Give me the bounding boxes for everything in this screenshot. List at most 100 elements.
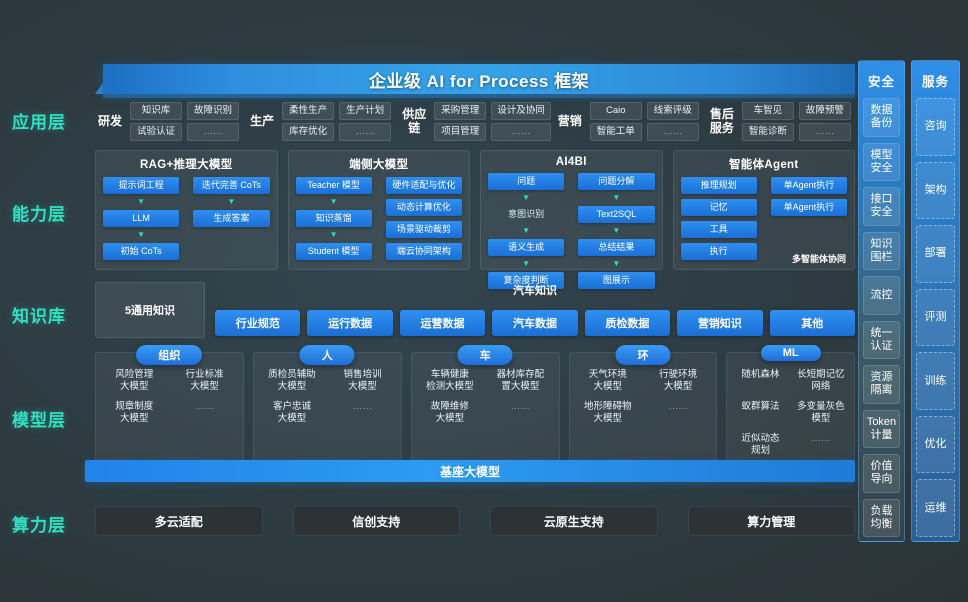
capability-node[interactable]: Text2SQL <box>578 206 655 223</box>
application-chip[interactable]: 柔性生产 <box>282 101 335 120</box>
capability-node[interactable]: 总结结果 <box>578 239 655 256</box>
model-item[interactable]: …… <box>668 401 688 412</box>
capability-node[interactable]: 初始 CoTs <box>103 243 180 260</box>
knowledge-tag[interactable]: 行业规范 <box>215 310 301 336</box>
security-item[interactable]: 负载均衡 <box>863 498 900 537</box>
application-chip[interactable]: 智能诊断 <box>741 122 794 141</box>
capability-node[interactable]: 硬件适配与优化 <box>385 177 462 194</box>
model-item[interactable]: 故障维修 大模型 <box>430 401 469 424</box>
model-box-pill[interactable]: 车 <box>457 345 513 365</box>
model-box-pill[interactable]: 组织 <box>136 345 203 365</box>
model-item[interactable]: 质检员辅助 大模型 <box>268 369 316 392</box>
application-chip[interactable]: 设计及协同 <box>491 101 551 120</box>
security-item[interactable]: 数据备份 <box>863 98 900 137</box>
service-item[interactable]: 架构 <box>916 161 955 220</box>
capability-node[interactable]: 工具 <box>680 221 757 238</box>
application-chip[interactable]: 库存优化 <box>282 122 335 141</box>
application-chip[interactable]: 试验认证 <box>130 122 182 141</box>
model-item[interactable]: 天气环境 大模型 <box>588 369 627 392</box>
model-item[interactable]: 车辆健康 检测大模型 <box>426 369 474 392</box>
application-chip[interactable]: …… <box>646 122 699 141</box>
model-box-pill[interactable]: 人 <box>299 345 355 365</box>
capability-node[interactable]: 记忆 <box>680 199 757 216</box>
knowledge-tag[interactable]: 营销知识 <box>677 310 763 336</box>
application-chip[interactable]: 智能工单 <box>589 122 642 141</box>
service-item[interactable]: 部署 <box>916 225 955 283</box>
service-item[interactable]: 运维 <box>916 479 955 538</box>
security-item[interactable]: 接口安全 <box>863 187 900 226</box>
model-item[interactable]: 近似动态 规划 <box>741 433 780 456</box>
service-item[interactable]: 评测 <box>916 288 955 347</box>
security-item[interactable]: 模型安全 <box>863 142 900 181</box>
model-item[interactable]: 风险管理 大模型 <box>115 369 154 392</box>
knowledge-tag[interactable]: 运营数据 <box>399 310 486 336</box>
model-item[interactable]: …… <box>510 401 530 412</box>
application-chip[interactable]: …… <box>798 122 851 141</box>
knowledge-tag[interactable]: 运行数据 <box>307 310 393 336</box>
model-item[interactable]: 销售培训 大模型 <box>343 369 382 392</box>
security-item[interactable]: Token计量 <box>863 409 900 448</box>
security-item[interactable]: 流控 <box>863 276 900 315</box>
capability-node[interactable]: 单Agent执行 <box>770 199 847 216</box>
model-item[interactable]: 行业标准 大模型 <box>185 369 224 392</box>
foundation-model-bar[interactable]: 基座大模型 <box>85 460 855 482</box>
application-chip[interactable]: …… <box>491 122 551 141</box>
capability-node[interactable]: 语义生成 <box>488 239 565 256</box>
capability-node[interactable]: 提示词工程 <box>103 177 180 194</box>
model-item[interactable]: …… <box>352 401 372 412</box>
capability-node[interactable]: 图展示 <box>578 272 655 289</box>
model-item[interactable]: 地形障碍物 大模型 <box>583 401 632 424</box>
knowledge-tag[interactable]: 汽车数据 <box>492 310 578 336</box>
knowledge-general-box[interactable]: 5通用知识 <box>95 282 205 338</box>
knowledge-tag[interactable]: 质检数据 <box>584 310 671 336</box>
capability-node[interactable]: 动态计算优化 <box>385 199 462 216</box>
application-chip[interactable]: …… <box>187 122 239 141</box>
knowledge-tag[interactable]: 其他 <box>769 310 855 336</box>
application-chip[interactable]: 项目管理 <box>434 122 487 141</box>
compute-box[interactable]: 云原生支持 <box>490 506 658 536</box>
capability-node[interactable]: Teacher 模型 <box>295 177 372 194</box>
service-item[interactable]: 训练 <box>916 352 955 410</box>
model-box-pill[interactable]: 环 <box>615 345 671 365</box>
model-box-pill[interactable]: ML <box>760 345 821 361</box>
model-item[interactable]: …… <box>195 401 215 412</box>
model-item[interactable]: 行驶环境 大模型 <box>659 369 698 392</box>
model-item[interactable]: 长短期记忆 网络 <box>797 369 845 392</box>
application-chip[interactable]: 故障识别 <box>187 101 239 120</box>
capability-node[interactable]: 执行 <box>680 243 757 260</box>
capability-node[interactable]: 生成答案 <box>193 210 270 227</box>
application-chip[interactable]: 生产计划 <box>339 101 392 120</box>
model-item[interactable]: 器材库存配 置大模型 <box>496 369 545 392</box>
application-chip[interactable]: …… <box>339 122 392 141</box>
compute-box[interactable]: 多云适配 <box>95 506 263 536</box>
capability-node[interactable]: 场景驱动裁剪 <box>385 221 462 238</box>
capability-node[interactable]: 问题 <box>488 173 565 190</box>
capability-node[interactable]: 意图识别 <box>508 209 545 219</box>
security-item[interactable]: 统一认证 <box>863 320 900 359</box>
model-item[interactable]: 客户忠诚 大模型 <box>273 401 312 424</box>
model-item[interactable]: …… <box>811 433 831 444</box>
capability-node[interactable]: 迭代完善 CoTs <box>193 177 270 194</box>
model-item[interactable]: 随机森林 <box>741 369 780 380</box>
application-chip[interactable]: 采购管理 <box>434 101 487 120</box>
compute-box[interactable]: 算力管理 <box>687 506 855 536</box>
capability-node[interactable]: LLM <box>103 210 180 227</box>
capability-node[interactable]: 复杂度判断 <box>488 272 565 289</box>
application-chip[interactable]: 故障预警 <box>798 101 851 120</box>
model-item[interactable]: 多变量灰色 模型 <box>797 401 845 424</box>
compute-box[interactable]: 信创支持 <box>292 506 460 536</box>
capability-node[interactable]: 知识蒸馏 <box>295 210 372 227</box>
service-item[interactable]: 优化 <box>916 415 955 474</box>
model-item[interactable]: 规章制度 大模型 <box>115 401 154 424</box>
capability-node[interactable]: 问题分解 <box>578 173 655 190</box>
security-item[interactable]: 知识围栏 <box>863 231 900 270</box>
capability-node[interactable]: 单Agent执行 <box>770 177 847 194</box>
service-item[interactable]: 咨询 <box>916 98 955 156</box>
security-item[interactable]: 资源隔离 <box>863 365 900 404</box>
application-chip[interactable]: 线索评级 <box>646 101 699 120</box>
application-chip[interactable]: 车智见 <box>741 101 794 120</box>
capability-node[interactable]: 推理规划 <box>680 177 757 194</box>
security-item[interactable]: 价值导向 <box>863 454 900 493</box>
capability-node[interactable]: 端云协同架构 <box>385 243 462 260</box>
capability-node[interactable]: Student 模型 <box>295 243 372 260</box>
